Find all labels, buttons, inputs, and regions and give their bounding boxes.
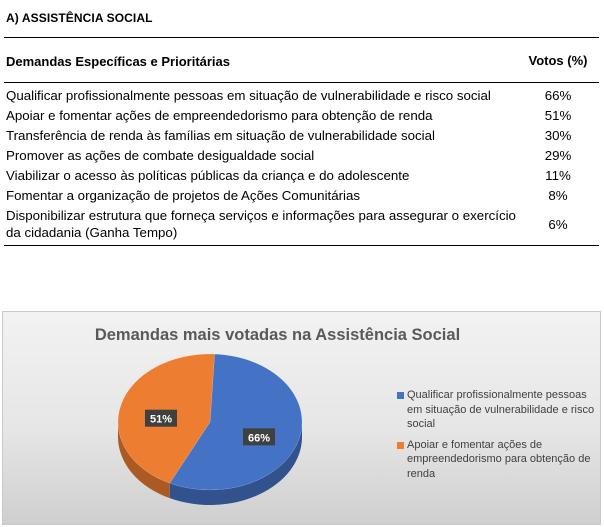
table-row: Apoiar e fomentar ações de empreendedori… xyxy=(4,106,599,126)
legend-item: Qualificar profissionalmente pessoas em … xyxy=(397,388,602,432)
demand-cell: Qualificar profissionalmente pessoas em … xyxy=(6,88,491,103)
demands-table: Demandas Específicas e Prioritárias Voto… xyxy=(4,37,599,246)
pie-side-1 xyxy=(118,422,170,499)
votes-cell: 66% xyxy=(544,88,572,103)
demand-cell: Viabilizar o acesso às políticas pública… xyxy=(6,168,410,183)
votes-cell: 8% xyxy=(548,188,568,203)
table-row: Promover as ações de combate desigualdad… xyxy=(4,146,599,166)
chart-legend: Qualificar profissionalmente pessoas em … xyxy=(397,388,602,487)
pie-chart: 66% 51% xyxy=(117,353,303,505)
demand-cell: Promover as ações de combate desigualdad… xyxy=(6,148,315,163)
data-label-0: 66% xyxy=(243,428,276,446)
votes-cell: 51% xyxy=(544,108,572,123)
table-row: Qualificar profissionalmente pessoas em … xyxy=(4,83,599,106)
legend-swatch-blue xyxy=(397,392,404,399)
pie-slice-0 xyxy=(169,353,303,491)
chart-title-wrap: Demandas mais votadas na Assistência Soc… xyxy=(3,326,600,345)
pie-side-0 xyxy=(169,422,302,505)
demand-cell: Apoiar e fomentar ações de empreendedori… xyxy=(6,108,433,123)
legend-item: Apoiar e fomentar ações de empreendedori… xyxy=(397,438,602,482)
votes-cell: 11% xyxy=(545,168,571,183)
legend-label: Apoiar e fomentar ações de empreendedori… xyxy=(407,438,591,480)
data-label-1: 51% xyxy=(144,409,177,427)
demand-cell: Fomentar a organização de projetos de Aç… xyxy=(6,188,361,203)
legend-label: Qualificar profissionalmente pessoas em … xyxy=(407,389,595,430)
table-row: Fomentar a organização de projetos de Aç… xyxy=(4,186,599,206)
data-label-box xyxy=(243,428,276,446)
chart-title: Demandas mais votadas na Assistência Soc… xyxy=(94,326,461,344)
data-label-text: 66% xyxy=(248,432,270,444)
table-header-row: Demandas Específicas e Prioritárias Voto… xyxy=(4,37,599,83)
header-demands: Demandas Específicas e Prioritárias xyxy=(6,53,231,69)
demand-cell: Disponibilizar estrutura que forneça ser… xyxy=(6,208,516,240)
votes-cell: 29% xyxy=(544,148,572,163)
pie-chart-panel: Demandas mais votadas na Assistência Soc… xyxy=(2,311,601,525)
header-votes: Votos (%) xyxy=(528,53,588,68)
table-row: Transferência de renda às famílias em si… xyxy=(4,126,599,146)
legend-swatch-orange xyxy=(397,441,404,449)
table-row: Viabilizar o acesso às políticas pública… xyxy=(4,166,599,186)
demand-cell: Transferência de renda às famílias em si… xyxy=(6,128,435,143)
data-label-box xyxy=(144,409,177,427)
section-title: A) ASSISTÊNCIA SOCIAL xyxy=(6,11,153,25)
votes-cell: 6% xyxy=(548,216,568,232)
data-label-text: 51% xyxy=(150,414,172,426)
table-row: Disponibilizar estrutura que forneça ser… xyxy=(4,206,599,246)
votes-cell: 30% xyxy=(544,128,572,143)
